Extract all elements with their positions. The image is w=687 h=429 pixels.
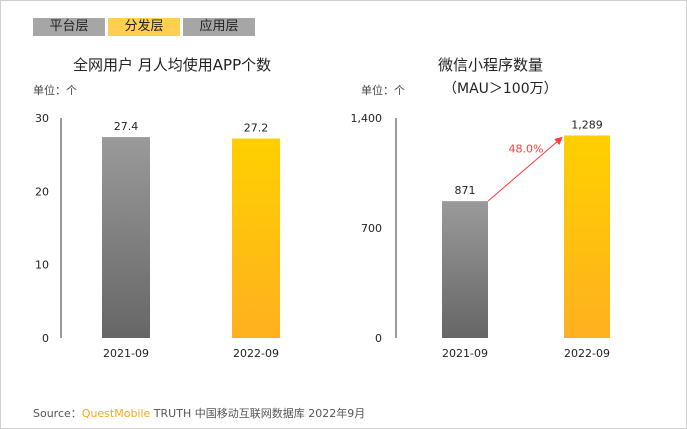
y-tick-label: 30: [35, 112, 49, 125]
source-brand: QuestMobile: [81, 407, 151, 420]
bar-2021-09: [442, 201, 488, 338]
chart2-unit: 单位：个: [361, 84, 405, 97]
source-prefix: Source：: [33, 407, 82, 420]
data-label: 27.2: [244, 122, 269, 135]
growth-arrow: [487, 136, 563, 202]
source-line: Source：QuestMobile TRUTH 中国移动互联网数据库 2022…: [33, 405, 365, 421]
x-tick-label: 2021-09: [442, 347, 488, 360]
data-label: 1,289: [571, 118, 603, 131]
bar-2022-09: [564, 135, 610, 338]
tab-distribution[interactable]: 分发层: [108, 18, 180, 36]
y-tick-label: 0: [42, 332, 49, 345]
y-tick-label: 0: [375, 332, 382, 345]
tab-platform[interactable]: 平台层: [33, 18, 105, 36]
x-tick-label: 2022-09: [564, 347, 610, 360]
data-label: 871: [455, 184, 476, 197]
y-tick-label: 10: [35, 259, 49, 272]
chart2-title: 微信小程序数量: [438, 56, 544, 74]
bar-2021-09: [102, 137, 150, 338]
growth-label: 48.0%: [509, 142, 544, 155]
bar-2022-09: [232, 138, 280, 338]
chart1-title: 全网用户 月人均使用APP个数: [73, 56, 272, 74]
source-rest: TRUTH 中国移动互联网数据库 2022年9月: [150, 407, 366, 420]
x-tick-label: 2021-09: [103, 347, 149, 360]
chart2-subtitle: （MAU＞100万）: [443, 81, 558, 97]
y-tick-label: 1,400: [351, 112, 383, 125]
y-tick-label: 20: [35, 185, 49, 198]
x-tick-label: 2022-09: [233, 347, 279, 360]
tab-application[interactable]: 应用层: [183, 18, 255, 36]
y-tick-label: 700: [361, 222, 382, 235]
chart1-unit: 单位：个: [33, 84, 77, 97]
data-label: 27.4: [114, 120, 139, 133]
